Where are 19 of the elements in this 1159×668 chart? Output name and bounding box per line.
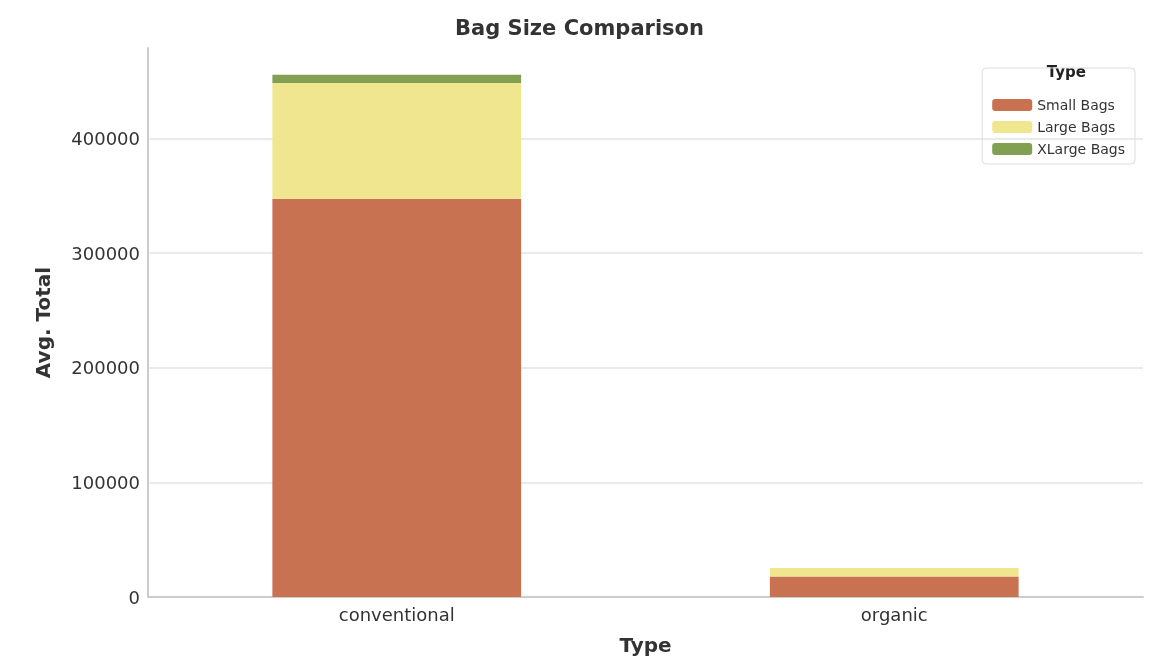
bar — [769, 576, 1019, 597]
bar — [272, 198, 522, 597]
x-tick-label: organic — [860, 603, 928, 625]
chart-title: Bag Size Comparison — [455, 15, 704, 40]
legend-label: XLarge Bags — [1037, 141, 1125, 157]
y-tick-label: 100000 — [71, 471, 140, 493]
y-tick-label: 0 — [128, 586, 140, 608]
y-tick-label: 400000 — [71, 128, 140, 150]
legend-label: Large Bags — [1037, 119, 1116, 135]
bar — [272, 82, 522, 199]
legend-label: Small Bags — [1037, 97, 1115, 113]
y-axis-title: Avg. Total — [31, 266, 55, 379]
x-tick-label: conventional — [338, 603, 455, 625]
y-tick-label: 200000 — [71, 357, 140, 379]
legend-title: Type — [1046, 62, 1086, 81]
x-axis-title: Type — [619, 633, 672, 657]
bar — [272, 74, 522, 83]
y-tick-label: 300000 — [71, 242, 140, 264]
bar — [769, 568, 1019, 577]
